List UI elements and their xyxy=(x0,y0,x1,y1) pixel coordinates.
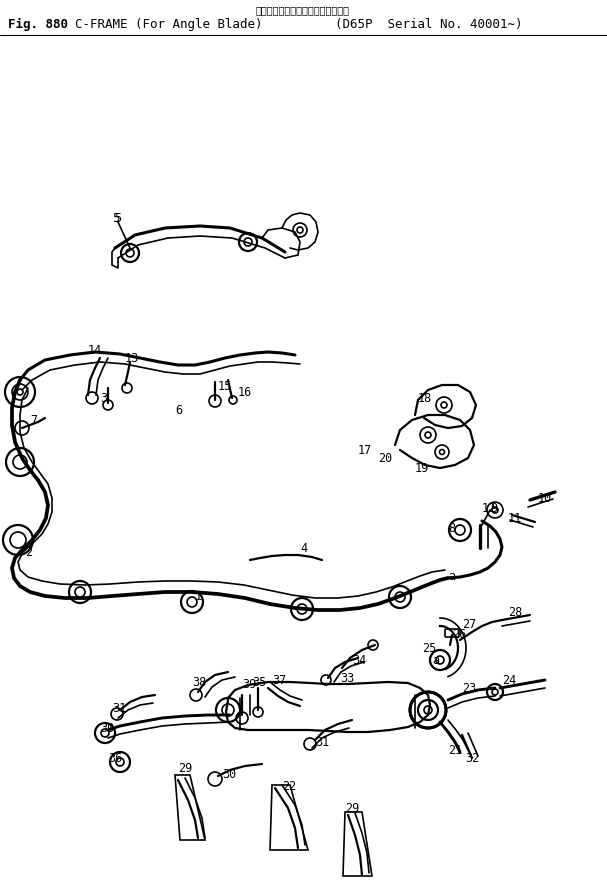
Text: 10: 10 xyxy=(538,491,552,505)
Text: 5: 5 xyxy=(114,212,121,225)
Text: 7: 7 xyxy=(30,414,37,427)
Text: 5: 5 xyxy=(112,212,120,225)
Text: 31: 31 xyxy=(112,701,126,714)
Text: 33: 33 xyxy=(340,671,354,684)
Text: 6: 6 xyxy=(175,403,182,416)
Text: (D65P  Serial No. 40001∼): (D65P Serial No. 40001∼) xyxy=(335,18,523,31)
Text: 19: 19 xyxy=(415,461,429,475)
Text: a: a xyxy=(432,654,439,667)
Text: 31: 31 xyxy=(315,736,329,749)
Text: 30: 30 xyxy=(100,721,114,735)
Text: 17: 17 xyxy=(358,444,372,457)
Text: 21: 21 xyxy=(448,744,463,757)
FancyBboxPatch shape xyxy=(445,629,459,637)
Text: 39: 39 xyxy=(242,678,256,691)
Text: 18: 18 xyxy=(418,392,432,405)
Text: Fig. 880: Fig. 880 xyxy=(8,18,68,31)
Text: 29: 29 xyxy=(178,761,192,774)
Text: 36: 36 xyxy=(108,751,122,765)
Text: 14: 14 xyxy=(88,343,102,356)
Text: 3: 3 xyxy=(100,392,107,405)
Text: 34: 34 xyxy=(352,654,366,667)
Text: 11: 11 xyxy=(508,512,522,525)
Text: Ｃフレーム　アングル　ブレード用: Ｃフレーム アングル ブレード用 xyxy=(256,5,350,15)
Text: a: a xyxy=(448,570,455,582)
Text: 2: 2 xyxy=(25,545,32,558)
Text: 15: 15 xyxy=(218,379,232,392)
Text: 26: 26 xyxy=(452,627,466,640)
Text: 30: 30 xyxy=(222,768,236,781)
Text: 8: 8 xyxy=(448,521,455,534)
Text: 9: 9 xyxy=(490,502,497,514)
Text: 16: 16 xyxy=(238,385,253,399)
Text: 32: 32 xyxy=(465,751,480,765)
Text: 37: 37 xyxy=(272,674,287,686)
Text: 27: 27 xyxy=(462,618,476,632)
Text: 25: 25 xyxy=(422,641,436,654)
Text: 1: 1 xyxy=(195,589,202,602)
Text: 20: 20 xyxy=(378,452,392,465)
Text: 4: 4 xyxy=(300,542,307,555)
Text: 22: 22 xyxy=(282,780,296,793)
Text: 38: 38 xyxy=(192,676,206,689)
Text: 28: 28 xyxy=(508,606,522,618)
Text: 29: 29 xyxy=(345,802,359,814)
Text: 24: 24 xyxy=(502,674,516,686)
Text: 23: 23 xyxy=(462,682,476,694)
Polygon shape xyxy=(175,775,205,840)
Text: C-FRAME (For Angle Blade): C-FRAME (For Angle Blade) xyxy=(75,18,262,31)
Polygon shape xyxy=(343,812,372,876)
Text: 12: 12 xyxy=(482,502,497,514)
Polygon shape xyxy=(270,785,308,850)
Text: 35: 35 xyxy=(252,676,266,689)
Text: 13: 13 xyxy=(125,352,139,364)
